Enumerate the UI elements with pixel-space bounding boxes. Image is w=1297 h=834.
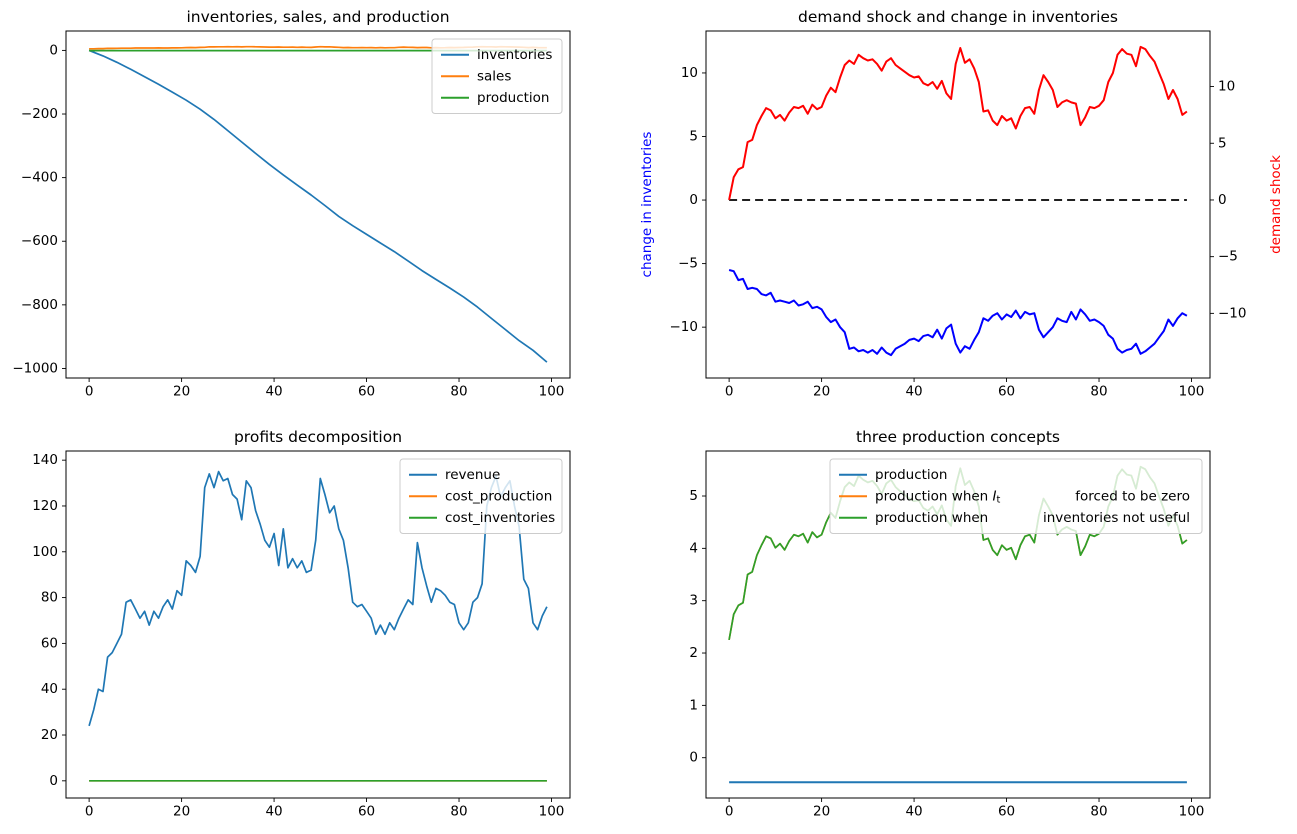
y-tick-label: 5 (689, 488, 698, 504)
x-tick-label: 0 (85, 804, 94, 820)
legend-label-right: inventories not useful (1043, 510, 1190, 526)
y-tick-label: 60 (41, 635, 58, 651)
y-tick-label: −5 (678, 256, 698, 272)
y-tick-right-label: 5 (1218, 135, 1227, 151)
subplot-demand-shock-change-inventories: 0 20 40 60 80 100 10 5 0 −5 −10 10 5 0 −5 −10 change in … (639, 30, 1284, 400)
y-tick-label: −400 (21, 170, 58, 186)
y-tick-label: 0 (49, 773, 58, 789)
legend-label: inventories (477, 47, 552, 63)
x-tick-label: 60 (358, 384, 375, 400)
x-tick-label: 80 (450, 804, 467, 820)
y-tick-right-label: −5 (1218, 249, 1238, 265)
legend-profits-decomposition: revenue cost_production cost_inventories (399, 458, 563, 534)
axes-spines (65, 450, 571, 799)
y-tick-label: 1 (689, 697, 698, 713)
series-demand-shock (728, 45, 1188, 201)
subplot-profits-decomposition: 0 20 40 60 80 100 0 20 40 60 80 100 120 140 revenue cos… (32, 450, 571, 820)
subplot-three-production-concepts: 0 20 40 60 80 100 0 1 2 3 4 5 production production w… (689, 450, 1211, 820)
y-tick-right-label: −10 (1218, 305, 1247, 321)
y-tick-label: −10 (670, 319, 699, 335)
series-inventories (88, 49, 548, 363)
subplot-title-profits: profits decomposition (233, 428, 403, 446)
x-tick-label: 40 (905, 804, 922, 820)
series-revenue (88, 470, 548, 727)
x-tick-label: 60 (998, 804, 1015, 820)
legend-three-production-concepts: production production when It forced to be… (829, 458, 1203, 534)
x-tick-label: 0 (85, 384, 94, 400)
x-tick-label: 80 (450, 384, 467, 400)
legend-label: revenue (445, 467, 500, 483)
x-tick-label: 60 (358, 804, 375, 820)
legend-label: production (477, 90, 550, 106)
x-tick-label: 80 (1090, 804, 1107, 820)
x-tick-label: 0 (725, 804, 734, 820)
legend-label: production (875, 467, 948, 483)
y-tick-label: 120 (32, 498, 58, 514)
axes-spines (705, 450, 1211, 799)
y-tick-label: 5 (689, 128, 698, 144)
y-tick-label: 0 (689, 750, 698, 766)
x-tick-label: 40 (905, 384, 922, 400)
subplot-title-demand-shock: demand shock and change in inventories (798, 8, 1118, 26)
axes-spines (65, 30, 571, 379)
x-tick-label: 20 (173, 384, 190, 400)
x-tick-label: 80 (1090, 384, 1107, 400)
y-tick-label: −1000 (12, 360, 58, 376)
x-tick-label: 0 (725, 384, 734, 400)
y-tick-label: 10 (681, 65, 698, 81)
y-tick-right-label: 0 (1218, 192, 1227, 208)
x-tick-label: 100 (1179, 804, 1205, 820)
legend-label: cost_inventories (445, 510, 555, 526)
x-tick-label: 20 (813, 384, 830, 400)
y-tick-right-label: 10 (1218, 79, 1235, 95)
y-tick-label: 3 (689, 593, 698, 609)
subplot-title-production-concepts: three production concepts (856, 428, 1060, 446)
axes-spines (705, 30, 1211, 379)
y-tick-label: 2 (689, 645, 698, 661)
x-tick-label: 100 (1179, 384, 1205, 400)
legend-label: sales (477, 68, 511, 84)
y-tick-label: 100 (32, 544, 58, 560)
x-tick-label: 20 (813, 804, 830, 820)
legend-label: cost_production (445, 488, 552, 504)
legend-box (431, 38, 563, 114)
legend-label-right: forced to be zero (1075, 488, 1190, 504)
y-tick-label: 140 (32, 452, 58, 468)
legend-inventories-sales-production: inventories sales production (431, 38, 563, 114)
y-tick-label: 40 (41, 681, 58, 697)
y-tick-label: −600 (21, 233, 58, 249)
legend-box (829, 458, 1203, 534)
x-tick-label: 100 (539, 384, 565, 400)
y-tick-label: −200 (21, 106, 58, 122)
x-tick-label: 100 (539, 804, 565, 820)
series-change-in-inventories (728, 269, 1188, 357)
legend-label: production when (875, 510, 988, 526)
ylabel-left: change in inventories (639, 132, 655, 278)
x-tick-label: 60 (998, 384, 1015, 400)
y-tick-label: 0 (49, 42, 58, 58)
y-tick-label: 80 (41, 590, 58, 606)
y-tick-label: −800 (21, 297, 58, 313)
x-tick-label: 40 (265, 804, 282, 820)
legend-box (399, 458, 563, 534)
y-tick-label: 0 (689, 192, 698, 208)
legend-label: production when It (875, 488, 1001, 505)
subplot-inventories-sales-production: 0 20 40 60 80 100 0 −200 −400 −600 −800 −1000 invent… (12, 30, 571, 400)
ylabel-right: demand shock (1268, 155, 1284, 254)
y-tick-label: 4 (689, 540, 698, 556)
x-tick-label: 40 (265, 384, 282, 400)
subplot-title-inventories: inventories, sales, and production (186, 8, 450, 26)
x-tick-label: 20 (173, 804, 190, 820)
y-tick-label: 20 (41, 727, 58, 743)
